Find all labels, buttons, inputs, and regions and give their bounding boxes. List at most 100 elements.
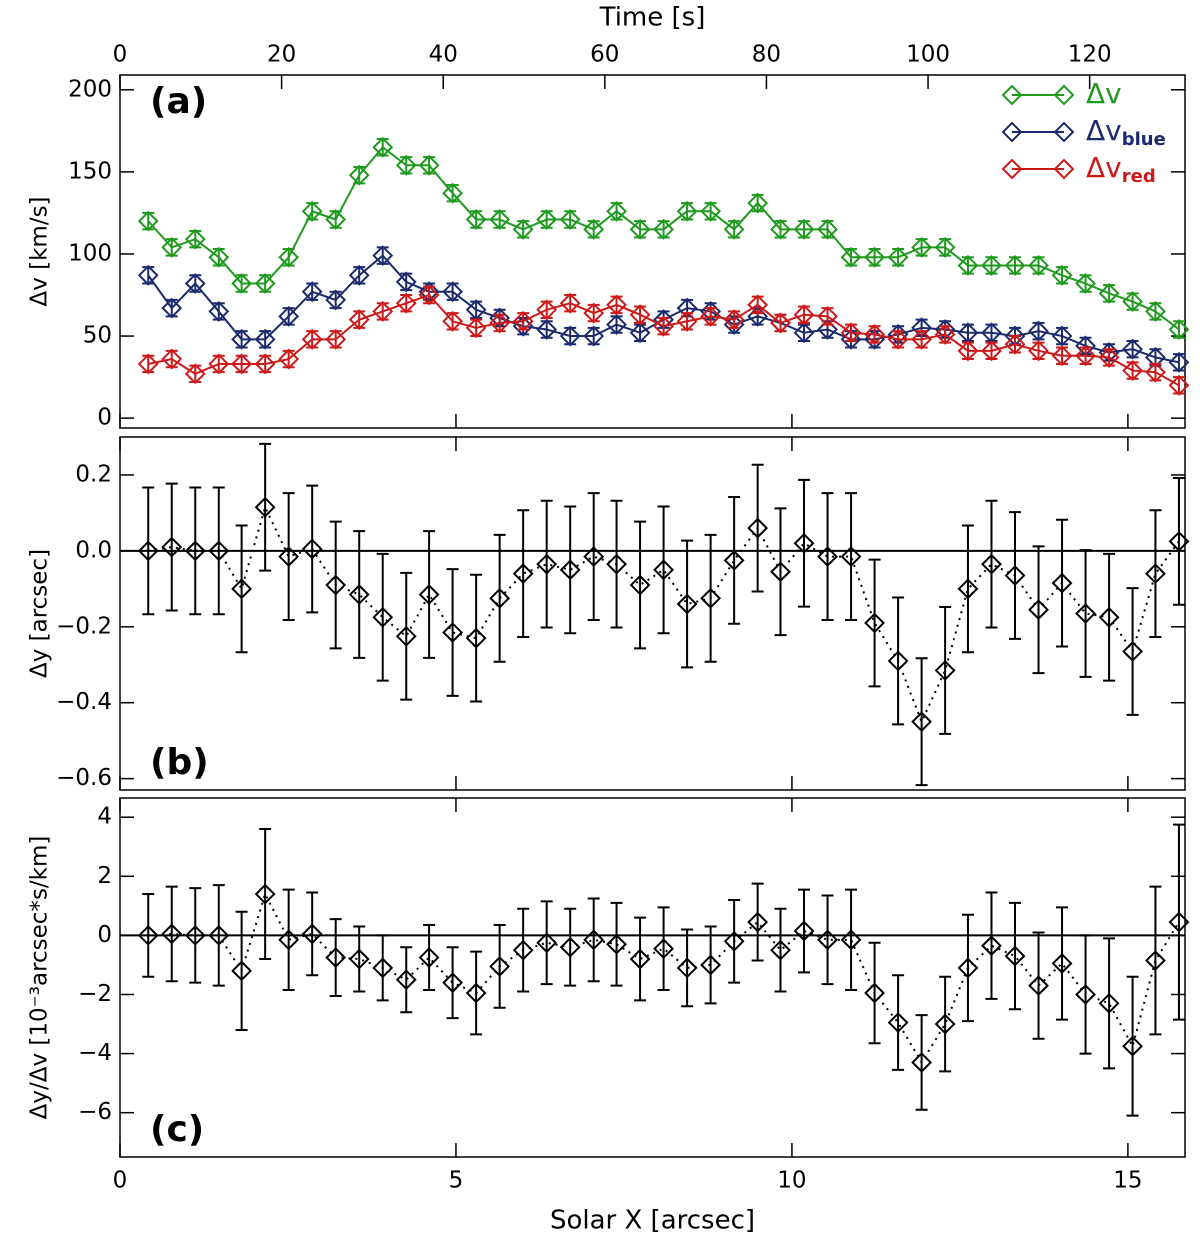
marker	[489, 587, 511, 609]
error-bar	[306, 484, 319, 614]
marker	[372, 136, 394, 158]
marker	[372, 606, 394, 628]
marker	[442, 622, 464, 643]
marker	[1168, 530, 1190, 552]
error-bar-line	[821, 894, 834, 986]
error-bar-line	[892, 596, 905, 726]
marker	[137, 540, 159, 562]
error-bar-line	[446, 568, 459, 697]
error-bar	[728, 495, 741, 625]
error-bar	[1126, 587, 1139, 716]
marker	[840, 546, 862, 567]
error-bar-line	[634, 520, 647, 650]
marker	[372, 301, 394, 322]
marker	[934, 236, 956, 258]
error-bar-line	[1103, 552, 1116, 682]
marker	[184, 363, 206, 385]
error-bar	[446, 568, 459, 697]
marker	[793, 920, 815, 942]
error-bar	[1009, 901, 1021, 1011]
marker	[418, 284, 440, 306]
marker	[278, 546, 300, 567]
marker	[1098, 606, 1120, 628]
marker	[208, 540, 230, 562]
y-tick-label: 0	[97, 405, 112, 431]
error-bar-line	[189, 486, 202, 616]
marker	[465, 317, 487, 339]
error-bar-line	[985, 891, 998, 1000]
error-bar	[517, 907, 530, 993]
marker	[1168, 911, 1190, 933]
marker	[1122, 360, 1144, 381]
marker	[583, 218, 605, 240]
marker	[700, 200, 722, 222]
x2-tick-label: 80	[752, 42, 781, 68]
marker	[840, 929, 862, 951]
x2-tick-label: 100	[906, 42, 950, 68]
error-bar	[353, 530, 366, 659]
error-bar-line	[493, 924, 506, 1009]
error-bar	[798, 888, 811, 974]
marker	[606, 933, 627, 955]
marker	[1122, 1035, 1144, 1057]
error-bar	[681, 928, 694, 1008]
error-bar	[564, 907, 577, 987]
marker	[231, 960, 253, 982]
marker	[465, 627, 487, 649]
marker	[887, 328, 909, 350]
y-tick-label: 100	[68, 240, 112, 266]
error-bar-line	[400, 946, 413, 1014]
x2-axis-label: Time [s]	[599, 3, 706, 33]
marker	[629, 574, 651, 596]
y-axis-label: Δv [km/s]	[27, 196, 53, 306]
marker	[536, 553, 558, 575]
marker	[676, 200, 698, 222]
error-bar-line	[681, 928, 694, 1008]
marker	[1098, 346, 1120, 368]
error-bar-line	[821, 492, 834, 621]
marker	[301, 281, 323, 303]
x-tick-label: 5	[449, 1168, 464, 1194]
error-bar	[1126, 975, 1139, 1117]
marker	[723, 309, 745, 331]
error-bar-line	[728, 898, 741, 984]
error-bar-line	[1032, 545, 1045, 675]
marker	[278, 246, 300, 268]
error-bar-line	[774, 507, 787, 637]
marker	[208, 246, 230, 268]
marker	[1004, 255, 1026, 276]
marker	[864, 612, 885, 634]
marker	[840, 328, 862, 350]
marker	[723, 549, 745, 571]
error-bar	[564, 505, 577, 635]
error-bar-line	[376, 552, 389, 682]
marker	[653, 938, 675, 960]
marker	[747, 911, 769, 933]
marker	[395, 292, 417, 314]
marker	[653, 218, 675, 240]
error-bar	[915, 1014, 928, 1111]
marker	[981, 322, 1002, 344]
marker	[747, 294, 769, 316]
marker	[676, 593, 698, 615]
error-bar	[470, 950, 483, 1036]
marker	[1168, 374, 1190, 396]
marker	[161, 297, 183, 319]
error-bar-line	[868, 558, 881, 688]
error-bar-line	[657, 906, 670, 992]
x2-tick-label: 120	[1068, 42, 1112, 68]
error-bar	[493, 533, 506, 663]
error-bar-line	[259, 442, 272, 572]
marker	[254, 496, 276, 518]
marker	[934, 660, 956, 681]
error-bar	[235, 910, 248, 1031]
legend-label: Δvblue	[1086, 114, 1166, 150]
marker	[606, 314, 627, 335]
marker	[1028, 320, 1049, 342]
marker	[606, 200, 627, 222]
marker	[1122, 641, 1144, 662]
error-bar	[821, 492, 834, 621]
marker	[231, 328, 253, 350]
error-bar	[142, 893, 155, 978]
panel-label: (a)	[150, 81, 207, 122]
